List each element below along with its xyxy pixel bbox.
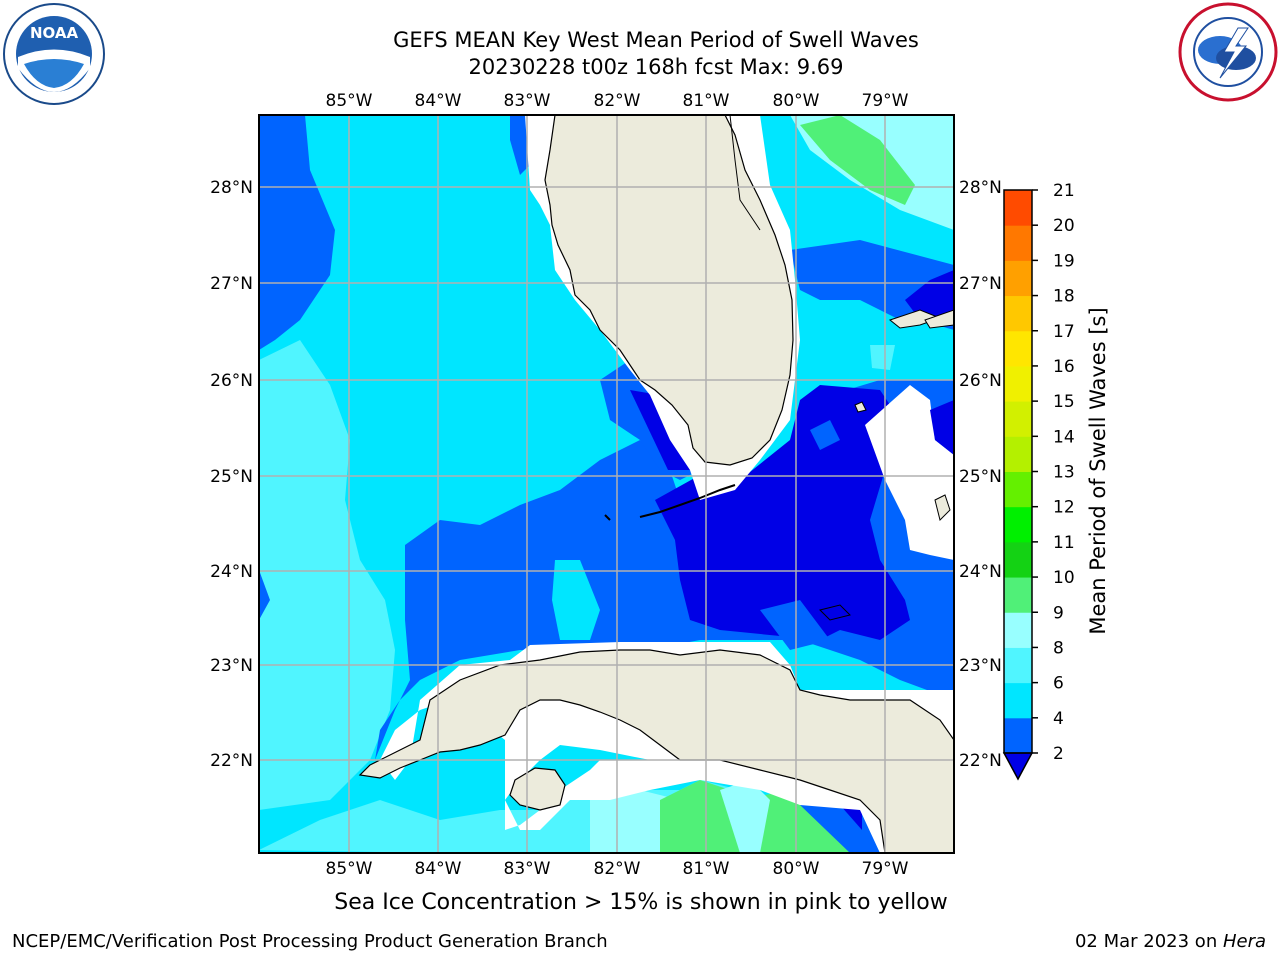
colorbar-tick-label: 2	[1053, 744, 1064, 764]
colorbar-tick-label: 12	[1053, 498, 1075, 518]
lat-label-left: 24°N	[210, 562, 253, 582]
colorbar-tick-label: 21	[1053, 181, 1075, 201]
lon-label-bottom: 81°W	[683, 859, 730, 879]
lon-label-top: 81°W	[683, 91, 730, 111]
colorbar-segment	[1004, 506, 1032, 543]
colorbar-segment	[1004, 612, 1032, 648]
map-gridlines	[259, 115, 954, 853]
lon-label-bottom: 79°W	[862, 859, 909, 879]
footer-date-text: 02 Mar 2023 on	[1074, 931, 1223, 952]
colorbar-tick-label: 6	[1053, 674, 1064, 694]
lon-label-bottom: 83°W	[504, 859, 551, 879]
lat-label-right: 23°N	[959, 656, 1002, 676]
colorbar-segment	[1004, 436, 1032, 472]
lat-label-left: 26°N	[210, 371, 253, 391]
chart-subtitle: 20230228 t00z 168h fcst Max: 9.69	[468, 55, 844, 79]
colorbar-segment	[1004, 295, 1032, 332]
lon-label-top: 84°W	[415, 91, 462, 111]
colorbar-tick-label: 20	[1053, 216, 1075, 236]
lat-label-left: 22°N	[210, 751, 253, 771]
colorbar-tick-label: 9	[1053, 603, 1064, 623]
chart-title: GEFS MEAN Key West Mean Period of Swell …	[393, 28, 919, 52]
colorbar-segment	[1004, 647, 1032, 684]
lat-label-left: 27°N	[210, 274, 253, 294]
colorbar-segment	[1004, 330, 1032, 367]
footer-host: Hera	[1222, 931, 1266, 952]
colorbar-segment	[1004, 577, 1032, 613]
lat-label-right: 24°N	[959, 562, 1002, 582]
colorbar-tick-label: 11	[1053, 533, 1075, 553]
colorbar-label: Mean Period of Swell Waves [s]	[1086, 307, 1110, 634]
colorbar-tick-label: 18	[1053, 287, 1075, 307]
lat-label-right: 28°N	[959, 178, 1002, 198]
lat-label-right: 27°N	[959, 274, 1002, 294]
lon-label-top: 80°W	[773, 91, 820, 111]
lat-label-right: 26°N	[959, 371, 1002, 391]
colorbar-segment	[1004, 541, 1032, 578]
nws-logo-icon	[1178, 2, 1278, 102]
footer-credit: NCEP/EMC/Verification Post Processing Pr…	[12, 931, 608, 952]
colorbar-tick-label: 19	[1053, 251, 1075, 271]
svg-text:NOAA: NOAA	[30, 24, 79, 42]
map-frame	[258, 114, 955, 854]
lat-label-right: 22°N	[959, 751, 1002, 771]
colorbar-tick-label: 17	[1053, 322, 1075, 342]
swell-period-field	[259, 115, 954, 853]
colorbar-segment	[1004, 365, 1032, 402]
map-figure: 85°W 84°W 83°W 82°W 81°W 80°W 79°W 85°W …	[210, 91, 1110, 879]
colorbar-tick-label: 16	[1053, 357, 1075, 377]
colorbar-tick-label: 13	[1053, 463, 1075, 483]
colorbar-tick-label: 14	[1053, 427, 1075, 447]
lon-label-bottom: 84°W	[415, 859, 462, 879]
colorbar-segment	[1004, 717, 1032, 754]
lon-label-top: 85°W	[326, 91, 373, 111]
lon-label-bottom: 80°W	[773, 859, 820, 879]
colorbar-tick-label: 8	[1053, 638, 1064, 658]
colorbar-segment	[1004, 190, 1032, 226]
footer-date: 02 Mar 2023 on Hera	[1075, 931, 1266, 952]
lon-label-top: 79°W	[862, 91, 909, 111]
colorbar-segment	[1004, 471, 1032, 508]
colorbar-tick-label: 4	[1053, 709, 1064, 729]
lon-label-bottom: 85°W	[326, 859, 373, 879]
colorbar-segment	[1004, 401, 1032, 437]
lon-label-bottom: 82°W	[594, 859, 641, 879]
lat-label-right: 25°N	[959, 467, 1002, 487]
colorbar-tick-label: 10	[1053, 568, 1075, 588]
colorbar: 2 4 6 8 9 10 11 12 13 14 15 16 17 18 19 20 21	[1002, 181, 1075, 781]
lon-label-top: 83°W	[504, 91, 551, 111]
lat-label-left: 25°N	[210, 467, 253, 487]
colorbar-segment	[1004, 225, 1032, 261]
colorbar-segment	[1004, 682, 1032, 719]
lat-label-left: 23°N	[210, 656, 253, 676]
colorbar-tick-label: 15	[1053, 392, 1075, 412]
colorbar-under-triangle	[1002, 752, 1034, 781]
caption: Sea Ice Concentration > 15% is shown in …	[334, 890, 948, 915]
lon-label-top: 82°W	[594, 91, 641, 111]
lat-label-left: 28°N	[210, 178, 253, 198]
colorbar-segment	[1004, 260, 1032, 297]
noaa-logo-icon: NOAA	[3, 3, 105, 105]
